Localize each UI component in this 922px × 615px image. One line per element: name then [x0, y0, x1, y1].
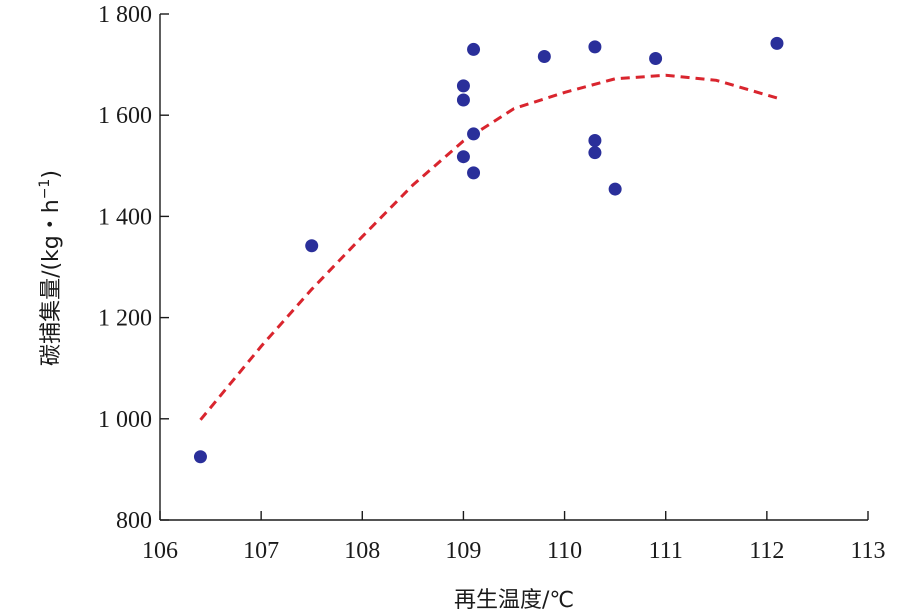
y-axis-title-superscript: −1 [37, 179, 53, 200]
axes [159, 14, 868, 521]
data-point [588, 40, 602, 54]
data-point [305, 239, 319, 253]
y-tick-label: 1 800 [98, 2, 152, 28]
data-point [456, 79, 470, 93]
data-point [588, 146, 602, 160]
data-point [467, 42, 481, 56]
data-point [456, 93, 470, 107]
x-tick-label: 113 [850, 538, 885, 564]
data-point [537, 50, 551, 64]
x-tick-label: 108 [344, 538, 380, 564]
x-tick-label: 110 [547, 538, 582, 564]
data-point [588, 134, 602, 147]
fit-curve-layer [199, 73, 778, 421]
x-tick-label: 111 [649, 538, 683, 564]
data-point [649, 52, 663, 66]
y-axis-title-main: 碳捕集量/(kg・h [39, 199, 64, 366]
x-ticks: 106 107 108 109 110 111 112 113 [142, 511, 886, 564]
data-point [770, 36, 784, 50]
data-point [608, 182, 622, 196]
y-axis-title-end: ) [39, 170, 64, 179]
y-tick-label: 1 000 [98, 407, 152, 433]
data-point [193, 450, 207, 464]
y-tick-label: 1 200 [98, 306, 152, 332]
y-tick-label: 800 [116, 508, 152, 534]
x-axis-title: 再生温度/℃ [454, 588, 574, 613]
y-tick-label: 1 600 [98, 103, 152, 129]
data-point [456, 150, 470, 164]
y-ticks: 800 1 000 1 200 1 400 1 600 1 800 [98, 2, 169, 534]
x-tick-label: 112 [749, 538, 784, 564]
fit-curve [199, 73, 778, 421]
x-tick-label: 107 [243, 538, 279, 564]
y-tick-label: 1 400 [98, 204, 152, 230]
data-point [467, 127, 481, 141]
data-point [467, 166, 481, 180]
x-tick-label: 106 [142, 538, 178, 564]
data-points-layer [193, 36, 784, 464]
x-tick-label: 109 [445, 538, 481, 564]
y-axis-title: 碳捕集量/(kg・h−1) [37, 170, 64, 366]
